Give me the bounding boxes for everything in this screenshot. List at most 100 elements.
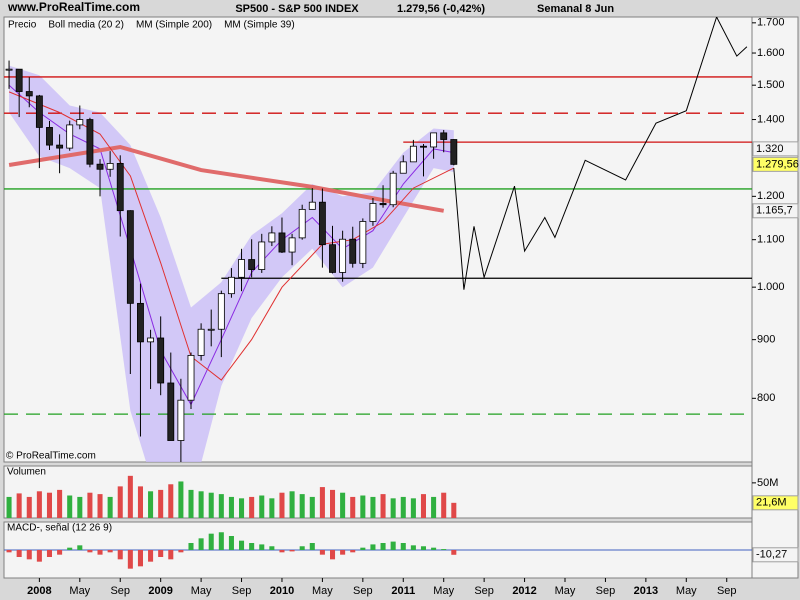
price-body (349, 238, 357, 264)
x-tick-label: 2011 (391, 585, 415, 597)
x-tick-label: 2010 (270, 585, 294, 597)
x-tick-label: Sep (717, 585, 737, 597)
value-label-box (752, 495, 799, 511)
x-tick-label: 2012 (512, 585, 536, 597)
axis-panel (751, 16, 799, 579)
y-tick-label: 1.700 (757, 17, 785, 29)
x-tick-label: Sep (232, 585, 252, 597)
price-body (288, 237, 296, 253)
price-body (197, 328, 205, 356)
price-body (227, 276, 235, 295)
price-body (369, 203, 377, 222)
legend-entry: MM (Simple 200) (136, 20, 212, 31)
y-tick-label: 800 (757, 392, 775, 404)
y-tick-label: 1.100 (757, 234, 785, 246)
y-tick-label: 1.000 (757, 281, 785, 293)
value-label: 21,6M (756, 497, 787, 509)
price-body (86, 119, 94, 165)
value-label: 1.165,7 (756, 205, 793, 217)
value-label: -10,27 (756, 549, 787, 561)
value-label-box (752, 203, 799, 219)
price-body (278, 232, 286, 253)
price-body (409, 145, 417, 163)
price-body (126, 210, 134, 304)
price-body (116, 163, 124, 212)
price-body (35, 95, 43, 128)
price-body (5, 68, 13, 71)
value-label: 1.279,56 (756, 158, 799, 170)
chart-period: Semanal 8 Jun (537, 3, 614, 15)
y-tick-label: 1.200 (757, 190, 785, 202)
price-body (187, 354, 195, 401)
y-tick-label: 900 (757, 334, 775, 346)
price-body (76, 119, 84, 126)
price-body (450, 139, 458, 165)
price-body (329, 244, 336, 273)
chart-subtitle: 1.279,56 (-0,42%) (397, 3, 485, 15)
y-tick-label: 50M (757, 477, 778, 489)
y-tick-label: 1.600 (757, 47, 785, 59)
chart-title: SP500 - S&P 500 INDEX (235, 3, 359, 15)
x-tick-label: May (676, 585, 697, 597)
price-plot (4, 17, 752, 462)
x-tick-label: 2008 (27, 585, 51, 597)
price-body (217, 293, 225, 330)
price-body (96, 163, 104, 170)
price-body (308, 201, 316, 210)
price-body (25, 91, 33, 97)
price-body (46, 127, 53, 146)
x-tick-label: May (69, 585, 90, 597)
site-name: www.ProRealTime.com (7, 0, 140, 14)
y-tick-label: 1.400 (757, 113, 785, 125)
value-label-box (752, 547, 799, 563)
price-body (147, 337, 155, 343)
price-body (207, 328, 215, 331)
price-body (268, 232, 276, 243)
value-label-box (752, 156, 799, 172)
price-body (157, 337, 165, 384)
price-body (258, 241, 266, 270)
price-body (399, 161, 407, 174)
legend-entry: MM (Simple 39) (224, 20, 295, 31)
value-label-box (752, 141, 799, 157)
x-tick-label: Sep (474, 585, 494, 597)
price-body (56, 144, 64, 149)
price-body (440, 132, 448, 140)
price-body (167, 382, 175, 441)
volume-panel (3, 465, 753, 519)
price-body (177, 399, 185, 441)
x-tick-label: May (555, 585, 576, 597)
x-tick-label: Sep (596, 585, 616, 597)
price-body (359, 221, 367, 264)
panel-title: MACD-, señal (12 26 9) (7, 523, 112, 534)
price-body (430, 132, 438, 148)
price-body (420, 145, 427, 148)
legend-entry: Precio (8, 20, 37, 31)
y-tick-label: 1.500 (757, 79, 785, 91)
price-body (298, 208, 306, 239)
bollinger-middle (8, 84, 454, 406)
series-line (8, 91, 455, 381)
x-tick-label: 2013 (634, 585, 658, 597)
price-body (238, 259, 245, 278)
x-tick-label: Sep (110, 585, 130, 597)
series-line (453, 17, 748, 290)
price-body (389, 172, 397, 206)
price-body (318, 201, 326, 246)
legend-entry: Boll media (20 2) (48, 20, 124, 31)
x-tick-label: May (312, 585, 333, 597)
panel-title: Volumen (7, 467, 46, 478)
price-body (339, 238, 347, 273)
watermark: © ProRealTime.com (6, 451, 96, 462)
price-body (248, 259, 256, 270)
value-label: 1.320 (756, 143, 784, 155)
x-tick-label: May (191, 585, 212, 597)
price-body (66, 124, 74, 149)
x-tick-label: May (433, 585, 454, 597)
price-body (106, 163, 114, 170)
price-body (379, 203, 387, 206)
x-tick-label: Sep (353, 585, 373, 597)
price-body (15, 68, 23, 92)
price-body (137, 302, 144, 343)
